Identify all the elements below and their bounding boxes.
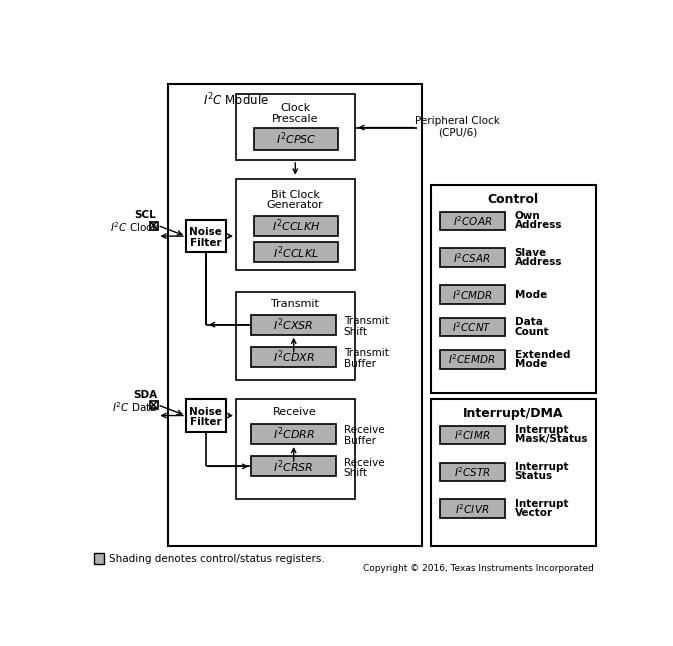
Text: Control: Control <box>488 193 538 205</box>
Text: Generator: Generator <box>267 200 324 211</box>
Bar <box>440 426 505 444</box>
Text: Filter: Filter <box>190 238 221 248</box>
Text: Shift: Shift <box>344 468 367 478</box>
Text: Vector: Vector <box>515 508 553 518</box>
Text: Transmit: Transmit <box>344 316 388 326</box>
Bar <box>149 222 158 230</box>
Text: Receive: Receive <box>344 425 384 435</box>
Text: $I^2CCNT$: $I^2CCNT$ <box>452 320 493 334</box>
Text: $I^2CMDR$: $I^2CMDR$ <box>452 287 493 302</box>
Text: $I^2CCLKH$: $I^2CCLKH$ <box>272 218 320 234</box>
Bar <box>168 84 422 546</box>
Text: $I^2CRSR$: $I^2CRSR$ <box>273 458 314 475</box>
Bar <box>254 216 339 236</box>
Text: Clock: Clock <box>280 103 310 113</box>
Text: Buffer: Buffer <box>344 359 376 369</box>
Text: SCL: SCL <box>134 209 156 220</box>
Text: Receive: Receive <box>344 457 384 468</box>
Bar <box>440 318 505 336</box>
Text: $I^2C$ Data: $I^2C$ Data <box>112 400 157 414</box>
Text: $I^2CPSC$: $I^2CPSC$ <box>276 131 316 147</box>
Text: Buffer: Buffer <box>344 436 376 446</box>
Bar <box>251 424 336 444</box>
Text: Prescale: Prescale <box>272 114 318 124</box>
Text: Bit Clock: Bit Clock <box>271 189 320 200</box>
Text: Mask/Status: Mask/Status <box>515 434 588 444</box>
Text: $I^2C$ Clock: $I^2C$ Clock <box>110 220 159 234</box>
Text: Address: Address <box>515 257 562 267</box>
Bar <box>254 129 339 150</box>
Bar <box>440 499 505 518</box>
Text: Noise: Noise <box>190 227 222 237</box>
Text: $I^2CIMR$: $I^2CIMR$ <box>454 428 491 442</box>
Bar <box>251 347 336 367</box>
Bar <box>440 463 505 481</box>
Text: Interrupt/DMA: Interrupt/DMA <box>463 407 563 420</box>
Text: Status: Status <box>515 472 553 481</box>
Bar <box>440 249 505 267</box>
Text: $I^2CXSR$: $I^2CXSR$ <box>273 317 314 333</box>
Text: Extended: Extended <box>515 349 570 360</box>
Bar <box>431 399 596 546</box>
Text: Data: Data <box>515 317 542 328</box>
Bar <box>440 211 505 230</box>
Bar <box>236 291 355 380</box>
Text: Shift: Shift <box>344 327 367 337</box>
Text: $I^2COAR$: $I^2COAR$ <box>453 214 492 227</box>
Text: Slave: Slave <box>515 248 547 258</box>
Text: $I^2CDRR$: $I^2CDRR$ <box>273 426 315 443</box>
Bar <box>251 456 336 476</box>
Bar <box>431 185 596 393</box>
Bar <box>149 401 158 410</box>
Text: Interrupt: Interrupt <box>515 499 568 509</box>
Text: $I^2CSTR$: $I^2CSTR$ <box>454 465 491 479</box>
Text: Mode: Mode <box>515 289 547 300</box>
Bar <box>186 220 226 253</box>
Text: Noise: Noise <box>190 407 222 417</box>
Text: $I^2C$ Module: $I^2C$ Module <box>203 91 269 108</box>
Bar <box>254 242 339 262</box>
Bar <box>236 179 355 270</box>
Text: Interrupt: Interrupt <box>515 425 568 435</box>
Bar <box>186 399 226 432</box>
Text: $I^2CEMDR$: $I^2CEMDR$ <box>448 353 496 366</box>
Text: Receive: Receive <box>273 407 317 417</box>
Text: Transmit: Transmit <box>271 299 319 309</box>
Text: Transmit: Transmit <box>344 348 388 358</box>
Bar <box>94 554 104 564</box>
Text: Peripheral Clock: Peripheral Clock <box>415 116 500 127</box>
Text: Interrupt: Interrupt <box>515 462 568 472</box>
Text: Address: Address <box>515 220 562 231</box>
Text: $I^2CDXR$: $I^2CDXR$ <box>273 349 315 366</box>
Text: Shading denotes control/status registers.: Shading denotes control/status registers… <box>109 554 324 564</box>
Bar <box>440 286 505 304</box>
Text: (CPU/6): (CPU/6) <box>438 127 477 137</box>
Bar <box>251 315 336 335</box>
Bar <box>236 94 355 160</box>
Text: Filter: Filter <box>190 417 221 428</box>
Bar <box>440 350 505 369</box>
Text: Own: Own <box>515 211 540 221</box>
Text: Copyright © 2016, Texas Instruments Incorporated: Copyright © 2016, Texas Instruments Inco… <box>363 564 594 573</box>
Text: $I^2CIVR$: $I^2CIVR$ <box>455 502 489 516</box>
Bar <box>236 399 355 499</box>
Text: $I^2CCLKL$: $I^2CCLKL$ <box>273 244 319 260</box>
Text: Mode: Mode <box>515 359 547 369</box>
Text: $I^2CSAR$: $I^2CSAR$ <box>454 251 491 265</box>
Text: Count: Count <box>515 327 549 337</box>
Text: SDA: SDA <box>133 390 157 400</box>
